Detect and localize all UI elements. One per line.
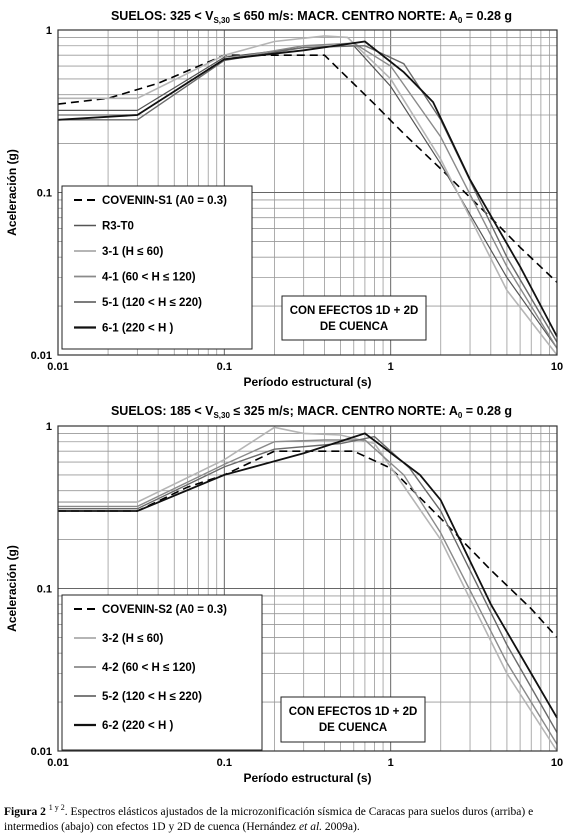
x-tick-label: 0.1 xyxy=(217,361,232,373)
legend-label: COVENIN-S2 (A0 = 0.3) xyxy=(102,604,227,616)
legend-label: 6-2 (220 < H ) xyxy=(102,720,173,732)
caption-superscript: 1 y 2 xyxy=(48,803,65,812)
caption-text-a: . Espectros elásticos ajustados de la mi… xyxy=(4,805,534,833)
series-line-4 xyxy=(58,435,558,733)
annotation-text: DE CUENCA xyxy=(319,722,387,734)
legend: COVENIN-S2 (A0 = 0.3) 3-2 (H ≤ 60) 4-2 (60… xyxy=(61,594,263,751)
annotation-text: CON EFECTOS 1D + 2D xyxy=(290,305,419,317)
y-tick-label: 0.1 xyxy=(37,188,52,200)
legend-label: 4-1 (60 < H ≤ 120) xyxy=(102,272,196,284)
y-tick-label: 1 xyxy=(46,421,52,433)
legend-label: R3-T0 xyxy=(102,221,134,233)
chart-1: 0.01 0.1 1 10 1 0.1 0.01 Período estructural (s… xyxy=(5,9,563,389)
y-tick-label: 0.01 xyxy=(31,746,52,758)
y-axis-label: Aceleración (g) xyxy=(5,545,19,632)
plot-frame xyxy=(57,425,558,752)
series-line-5 xyxy=(58,44,558,343)
y-tick-label: 0.01 xyxy=(31,350,52,362)
legend-label: 6-1 (220 < H ) xyxy=(102,323,173,335)
series-line-5 xyxy=(58,432,558,719)
legend-label: COVENIN-S1 (A0 = 0.3) xyxy=(102,195,227,207)
legend: COVENIN-S1 (A0 = 0.3) R3-T0 3-1 (H ≤ 60) 4-… xyxy=(61,185,253,350)
x-tick-label: 1 xyxy=(388,757,394,769)
x-axis-label: Período estructural (s) xyxy=(243,771,371,785)
plot-frame xyxy=(57,29,558,356)
x-tick-label: 1 xyxy=(388,361,394,373)
x-axis-label: Período estructural (s) xyxy=(243,375,371,389)
annotation-frame xyxy=(280,696,426,743)
y-tick-label: 0.1 xyxy=(37,584,52,596)
x-tick-label: 10 xyxy=(551,757,563,769)
caption-italic: et al. xyxy=(299,820,323,833)
caption-text-b: 2009a). xyxy=(322,820,360,833)
legend-box xyxy=(61,185,253,350)
series-line-3 xyxy=(58,35,558,356)
x-tick-label: 0.01 xyxy=(47,361,68,373)
x-tick-label: 10 xyxy=(551,361,563,373)
figure-caption: Figura 2 1 y 2. Espectros elásticos ajus… xyxy=(4,800,575,835)
annotation-box: CON EFECTOS 1D + 2D DE CUENCA xyxy=(281,295,427,341)
annotation-box: CON EFECTOS 1D + 2D DE CUENCA xyxy=(280,696,426,743)
y-tick-label: 1 xyxy=(46,25,52,37)
annotation-frame xyxy=(281,295,427,341)
x-tick-label: 0.01 xyxy=(47,757,68,769)
legend-label: 5-1 (120 < H ≤ 220) xyxy=(102,297,202,309)
x-tick-label: 0.1 xyxy=(217,757,232,769)
chart-title: SUELOS: 325 < VS,30 ≤ 650 m/s: MACR. CEN… xyxy=(111,9,512,25)
chart-title: SUELOS: 185 < VS,30 ≤ 325 m/s; MACR. CEN… xyxy=(111,404,512,420)
annotation-text: DE CUENCA xyxy=(320,321,388,333)
legend-label: 4-2 (60 < H ≤ 120) xyxy=(102,662,196,674)
legend-label: 3-1 (H ≤ 60) xyxy=(102,246,163,258)
caption-label: Figura 2 xyxy=(4,805,46,818)
series-line-6 xyxy=(57,40,558,337)
legend-label: 3-2 (H ≤ 60) xyxy=(102,633,163,645)
annotation-text: CON EFECTOS 1D + 2D xyxy=(289,706,418,718)
legend-label: 5-2 (120 < H ≤ 220) xyxy=(102,691,202,703)
series-line-2 xyxy=(58,426,558,752)
y-axis-label: Aceleración (g) xyxy=(5,149,19,236)
series-line-1 xyxy=(58,450,558,638)
figure-canvas: 0.01 0.1 1 10 1 0.1 0.01 Período estructural (s… xyxy=(5,9,563,785)
chart-2: 0.01 0.1 1 10 1 0.1 0.01 Período estructural (s… xyxy=(5,404,563,785)
